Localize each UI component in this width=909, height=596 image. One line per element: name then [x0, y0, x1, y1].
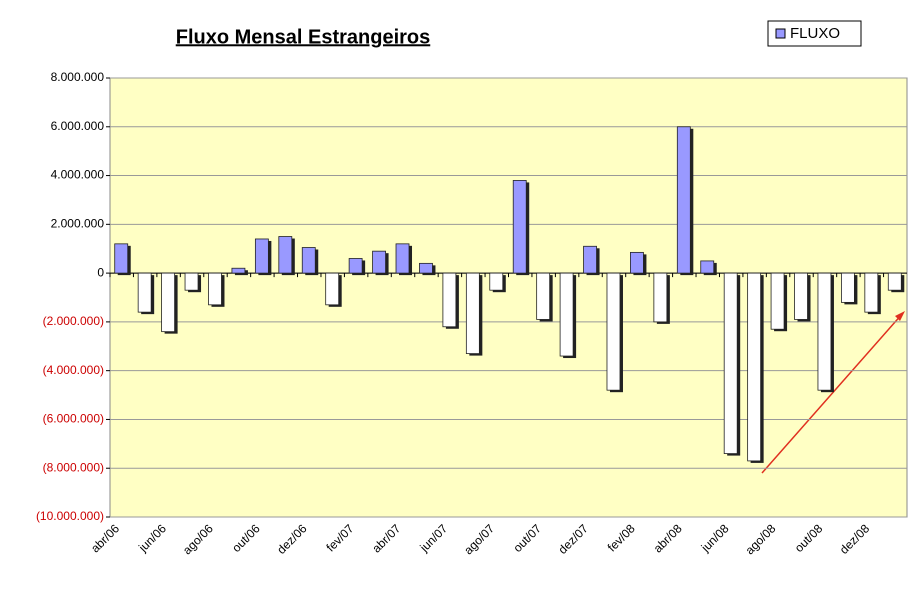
bar	[630, 251, 644, 274]
bar	[770, 272, 785, 330]
bar	[372, 250, 386, 274]
bar	[184, 272, 199, 291]
bar	[747, 272, 762, 462]
bar	[442, 272, 457, 328]
bar	[583, 245, 597, 274]
y-tick-label: (4.000.000)	[43, 363, 104, 377]
bar	[208, 272, 222, 306]
bar	[419, 262, 433, 274]
bar	[301, 247, 316, 274]
y-tick-label: (10.000.000)	[36, 509, 104, 523]
bar	[114, 243, 129, 274]
y-tick-label: (8.000.000)	[43, 460, 104, 474]
bar	[489, 272, 504, 291]
y-tick-label: (6.000.000)	[43, 412, 104, 426]
bar	[465, 272, 480, 354]
plot-area	[109, 77, 908, 518]
bar	[723, 272, 738, 454]
bar	[254, 238, 269, 274]
y-tick-label: 2.000.000	[51, 217, 105, 231]
y-tick-label: 6.000.000	[51, 119, 105, 133]
bar	[864, 272, 879, 313]
bar	[676, 126, 691, 274]
bar	[325, 272, 340, 306]
y-tick-label: 4.000.000	[51, 168, 105, 182]
bar	[653, 272, 668, 323]
bar	[395, 243, 410, 274]
bar	[278, 236, 293, 274]
bar	[840, 272, 855, 303]
legend-label: FLUXO	[790, 25, 840, 42]
bar	[606, 272, 621, 391]
arrow-head	[895, 311, 905, 321]
y-tick-label: 0	[97, 265, 104, 279]
bar	[794, 272, 808, 320]
bar	[137, 272, 152, 313]
bar	[700, 260, 715, 274]
bar	[559, 272, 574, 357]
bar	[887, 272, 902, 291]
bar	[512, 180, 527, 274]
y-tick-label: (2.000.000)	[43, 314, 104, 328]
bar	[231, 267, 246, 274]
bar	[536, 272, 551, 320]
y-tick-label: 8.000.000	[51, 70, 105, 84]
bar	[348, 258, 363, 274]
bar	[817, 272, 832, 391]
annotation-arrow	[761, 312, 904, 474]
legend-swatch	[775, 28, 786, 39]
bar	[161, 272, 176, 333]
chart-title: Fluxo Mensal Estrangeiros	[176, 26, 431, 48]
